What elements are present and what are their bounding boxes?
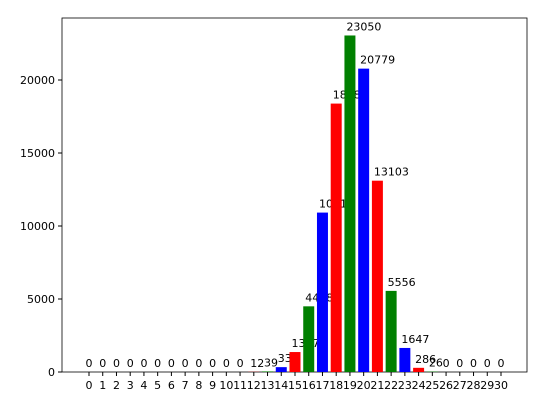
- value-label: 0: [223, 357, 230, 370]
- bar: [330, 103, 342, 372]
- value-label: 0: [456, 357, 463, 370]
- value-label: 0: [154, 357, 161, 370]
- bar: [385, 290, 397, 372]
- value-label: 23050: [346, 20, 381, 33]
- bar: [358, 68, 370, 373]
- x-tick-label: 5: [154, 379, 161, 392]
- value-label: 12: [250, 357, 264, 370]
- value-label: 0: [99, 357, 106, 370]
- x-tick-label: 14: [274, 379, 288, 392]
- bar: [316, 212, 328, 372]
- value-label: 0: [209, 357, 216, 370]
- x-tick-label: 2: [113, 379, 120, 392]
- y-tick-label: 10000: [20, 220, 55, 233]
- x-tick-label: 22: [384, 379, 398, 392]
- x-tick-label: 18: [329, 379, 343, 392]
- y-tick-label: 15000: [20, 147, 55, 160]
- value-label: 0: [237, 357, 244, 370]
- value-label: 286: [415, 353, 436, 366]
- x-tick-label: 13: [261, 379, 275, 392]
- bar: [289, 352, 301, 372]
- x-tick-label: 4: [140, 379, 147, 392]
- axes-frame: [61, 17, 528, 373]
- x-tick-label: 16: [302, 379, 316, 392]
- y-tick-label: 5000: [27, 293, 55, 306]
- x-tick-label: 9: [209, 379, 216, 392]
- x-tick-label: 1: [99, 379, 106, 392]
- bar: [303, 306, 315, 372]
- value-label: 0: [86, 357, 93, 370]
- bar: [399, 347, 411, 372]
- value-label: 0: [484, 357, 491, 370]
- bar: [275, 367, 287, 372]
- x-tick-label: 23: [398, 379, 412, 392]
- x-tick-label: 25: [425, 379, 439, 392]
- y-tick-label: 20000: [20, 74, 55, 87]
- x-tick-label: 27: [453, 379, 467, 392]
- value-label: 26: [429, 357, 443, 370]
- x-tick-label: 19: [343, 379, 357, 392]
- bar: [262, 371, 274, 372]
- value-label: 0: [443, 357, 450, 370]
- value-label: 0: [498, 357, 505, 370]
- x-tick-label: 30: [494, 379, 508, 392]
- x-tick-label: 3: [127, 379, 134, 392]
- value-label: 0: [195, 357, 202, 370]
- x-tick-label: 24: [412, 379, 426, 392]
- x-tick-label: 15: [288, 379, 302, 392]
- bar: [371, 180, 383, 372]
- x-tick-label: 28: [467, 379, 481, 392]
- value-label: 0: [182, 357, 189, 370]
- value-label: 0: [168, 357, 175, 370]
- x-tick-label: 29: [480, 379, 494, 392]
- value-label: 39: [264, 356, 278, 369]
- x-tick-label: 10: [219, 379, 233, 392]
- value-label: 13103: [374, 166, 409, 179]
- bar: [344, 35, 356, 373]
- value-label: 20779: [360, 54, 395, 67]
- value-label: 0: [470, 357, 477, 370]
- value-label: 0: [127, 357, 134, 370]
- x-tick-label: 17: [315, 379, 329, 392]
- x-tick-label: 7: [182, 379, 189, 392]
- x-tick-label: 0: [86, 379, 93, 392]
- value-label: 0: [113, 357, 120, 370]
- x-tick-label: 6: [168, 379, 175, 392]
- x-tick-label: 12: [247, 379, 261, 392]
- x-tick-label: 26: [439, 379, 453, 392]
- value-label: 0: [140, 357, 147, 370]
- value-label: 1647: [401, 333, 429, 346]
- x-tick-label: 21: [370, 379, 384, 392]
- x-tick-label: 11: [233, 379, 247, 392]
- y-tick-label: 0: [48, 366, 55, 379]
- x-tick-label: 8: [195, 379, 202, 392]
- value-label: 5556: [388, 276, 416, 289]
- bar: [413, 367, 425, 372]
- x-tick-label: 20: [357, 379, 371, 392]
